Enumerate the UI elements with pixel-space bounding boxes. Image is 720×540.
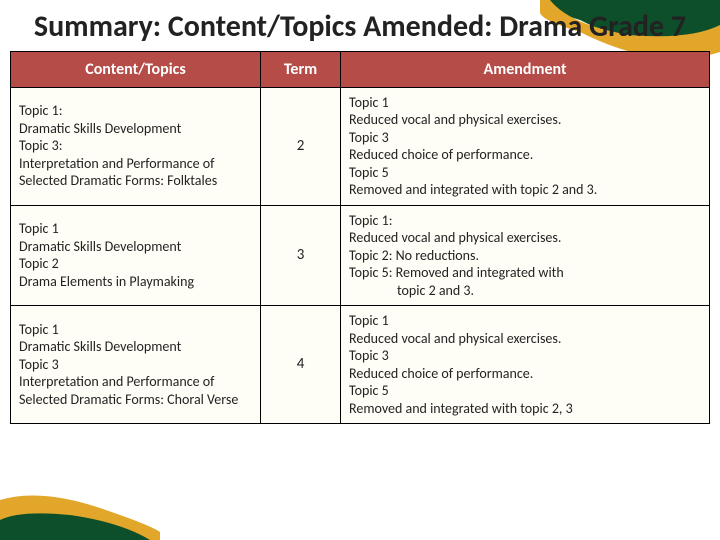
amendment-indent: topic 2 and 3. <box>349 282 701 300</box>
summary-table-container: Content/Topics Term Amendment Topic 1:Dr… <box>0 51 720 425</box>
cell-content: Topic 1Dramatic Skills DevelopmentTopic … <box>11 306 261 424</box>
cell-term: 2 <box>261 87 341 205</box>
cell-term: 4 <box>261 306 341 424</box>
table-row: Topic 1Dramatic Skills DevelopmentTopic … <box>11 306 710 424</box>
header-term: Term <box>261 51 341 87</box>
table-header-row: Content/Topics Term Amendment <box>11 51 710 87</box>
summary-table: Content/Topics Term Amendment Topic 1:Dr… <box>10 51 710 425</box>
cell-content: Topic 1:Dramatic Skills DevelopmentTopic… <box>11 87 261 205</box>
corner-decoration-bottom <box>0 480 160 540</box>
header-content: Content/Topics <box>11 51 261 87</box>
table-row: Topic 1:Dramatic Skills DevelopmentTopic… <box>11 87 710 205</box>
page-title: Summary: Content/Topics Amended: Drama G… <box>0 0 720 51</box>
cell-content: Topic 1Dramatic Skills DevelopmentTopic … <box>11 205 261 306</box>
cell-amendment: Topic 1:Reduced vocal and physical exerc… <box>341 205 710 306</box>
header-amendment: Amendment <box>341 51 710 87</box>
cell-amendment: Topic 1Reduced vocal and physical exerci… <box>341 306 710 424</box>
cell-amendment: Topic 1Reduced vocal and physical exerci… <box>341 87 710 205</box>
cell-term: 3 <box>261 205 341 306</box>
amendment-text: Topic 1:Reduced vocal and physical exerc… <box>349 212 564 282</box>
table-row: Topic 1Dramatic Skills DevelopmentTopic … <box>11 205 710 306</box>
